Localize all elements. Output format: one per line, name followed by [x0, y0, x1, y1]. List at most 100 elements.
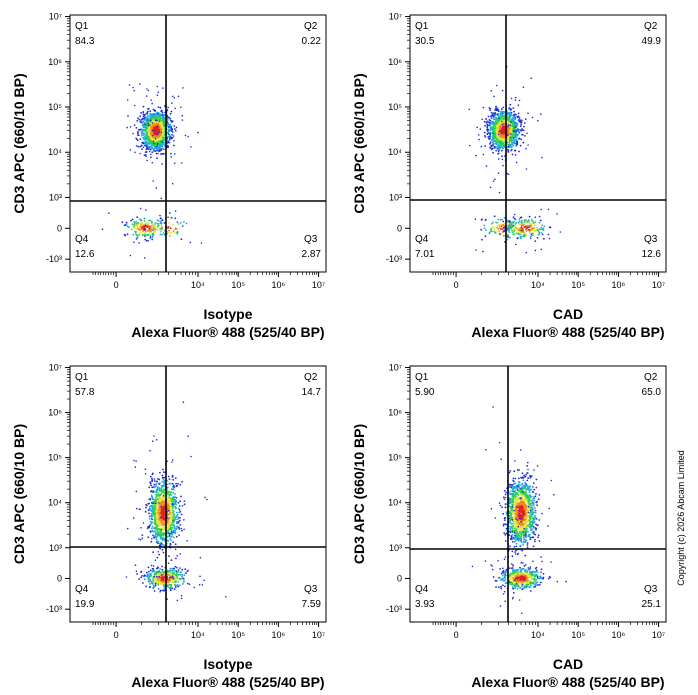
event-dot [489, 129, 492, 132]
event-dot [512, 216, 515, 219]
event-dot [161, 519, 164, 522]
event-dot [520, 119, 523, 122]
event-dot [154, 138, 157, 140]
event-dot [139, 145, 142, 148]
event-dot [485, 118, 487, 120]
event-dot [172, 521, 175, 524]
event-dot [175, 535, 178, 538]
event-dot [155, 146, 158, 148]
event-dot [156, 540, 158, 543]
event-dot [516, 122, 518, 125]
event-dot [489, 122, 492, 125]
event-dot [140, 112, 143, 114]
event-dot [480, 228, 483, 231]
event-dot [152, 144, 155, 147]
event-dot [148, 578, 151, 580]
event-dot [525, 147, 527, 150]
event-dot [101, 228, 104, 230]
event-dot [148, 232, 151, 234]
event-dot [158, 478, 161, 481]
event-dot [515, 96, 517, 99]
event-dot [175, 482, 178, 485]
event-dot [516, 140, 519, 143]
event-dot [149, 133, 152, 136]
event-dot [157, 223, 160, 225]
x-tick-label: 0 [114, 280, 119, 290]
event-dot [152, 129, 154, 132]
event-dot [158, 483, 161, 485]
event-dot [168, 129, 171, 132]
event-dot [494, 135, 497, 138]
event-dot [138, 508, 141, 511]
event-dot [525, 219, 527, 221]
event-dot [149, 572, 152, 575]
event-dot [151, 224, 153, 227]
event-dot [526, 132, 528, 135]
event-dot [152, 490, 154, 493]
event-dot [496, 131, 499, 134]
event-dot [169, 515, 172, 517]
event-dot [513, 114, 515, 116]
event-dot [488, 119, 491, 121]
event-dot [168, 138, 171, 141]
event-dot [147, 566, 150, 569]
event-dot [169, 135, 171, 137]
event-dot [160, 121, 163, 124]
event-dot [168, 221, 170, 224]
event-dot [167, 106, 169, 109]
event-dot [151, 479, 154, 481]
event-dot [481, 218, 483, 220]
event-dot [508, 124, 510, 126]
event-dot [151, 114, 153, 116]
event-dot [149, 475, 152, 478]
event-dot [157, 113, 159, 115]
event-dot [148, 585, 151, 588]
event-dot [174, 210, 177, 212]
event-dot [138, 242, 140, 244]
event-dot [529, 222, 532, 225]
event-dot [145, 506, 147, 509]
event-dot [178, 227, 181, 229]
event-dot [507, 145, 510, 148]
event-dot [516, 228, 518, 231]
event-dot [136, 120, 139, 122]
event-dot [158, 502, 160, 504]
event-dot [152, 502, 155, 505]
event-dot [508, 138, 511, 141]
event-dot [130, 219, 133, 222]
event-dot [524, 118, 527, 120]
event-dot [154, 109, 157, 112]
event-dot [494, 140, 497, 143]
event-dot [150, 490, 153, 492]
x-tick-label: 10⁶ [612, 280, 626, 290]
event-dot [146, 110, 149, 113]
x-axis-title: Isotype [203, 306, 252, 322]
event-dot [158, 528, 161, 530]
event-dot [160, 224, 163, 227]
event-dot [474, 218, 477, 220]
event-dot [506, 136, 509, 139]
event-dot [162, 478, 165, 481]
event-dot [168, 235, 171, 237]
event-dot [152, 584, 155, 587]
event-dot [512, 231, 514, 234]
event-dot [509, 134, 511, 137]
event-dot [490, 117, 493, 119]
event-dot [150, 126, 152, 129]
event-dot [502, 164, 504, 167]
event-dot [157, 106, 160, 108]
event-dot [156, 515, 159, 517]
event-dot [179, 553, 182, 555]
y-tick-label: 10⁵ [388, 102, 402, 112]
event-dot [154, 226, 156, 229]
x-tick-label: 10⁵ [231, 280, 245, 290]
event-dot [168, 141, 171, 144]
event-dot [160, 228, 163, 231]
event-dot [151, 102, 153, 105]
event-dot [154, 496, 157, 499]
event-dot [486, 120, 489, 123]
event-dot [174, 532, 177, 535]
event-dot [161, 119, 164, 122]
event-dot [174, 130, 177, 132]
event-dot [142, 146, 145, 149]
